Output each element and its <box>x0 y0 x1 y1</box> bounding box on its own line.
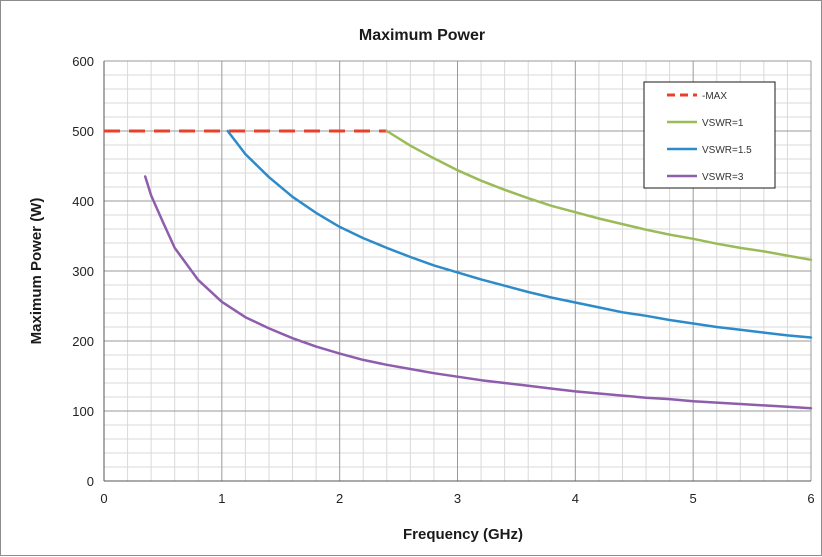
x-tick-label: 4 <box>572 491 579 506</box>
y-tick-label: 500 <box>72 124 94 139</box>
x-tick-label: 5 <box>690 491 697 506</box>
legend-label-max: -MAX <box>702 91 727 102</box>
x-tick-label: 0 <box>100 491 107 506</box>
x-tick-label: 6 <box>807 491 814 506</box>
legend-label-vswr-1: VSWR=1 <box>702 118 744 129</box>
legend-label-vswr-1-5: VSWR=1.5 <box>702 145 752 156</box>
legend-box <box>643 81 776 189</box>
y-tick-label: 400 <box>72 194 94 209</box>
legend: -MAX VSWR=1 VSWR=1.5 VSWR=3 <box>643 81 776 189</box>
x-tick-label: 2 <box>336 491 343 506</box>
series-group <box>104 129 813 410</box>
legend-label-vswr-3: VSWR=3 <box>702 172 744 183</box>
x-axis-title: Frequency (GHz) <box>403 526 523 543</box>
series-line-vswr-1-5 <box>226 129 813 339</box>
series-line-vswr-3 <box>143 175 813 410</box>
y-tick-label: 300 <box>72 264 94 279</box>
y-tick-label: 600 <box>72 54 94 69</box>
series-line-vswr-1 <box>385 129 813 262</box>
y-tick-label: 0 <box>87 474 94 489</box>
chart-title: Maximum Power <box>359 27 485 44</box>
y-tick-label: 200 <box>72 334 94 349</box>
y-tick-label: 100 <box>72 404 94 419</box>
y-axis-title: Maximum Power (W) <box>28 198 45 345</box>
x-tick-label: 1 <box>218 491 225 506</box>
x-tick-label: 3 <box>454 491 461 506</box>
